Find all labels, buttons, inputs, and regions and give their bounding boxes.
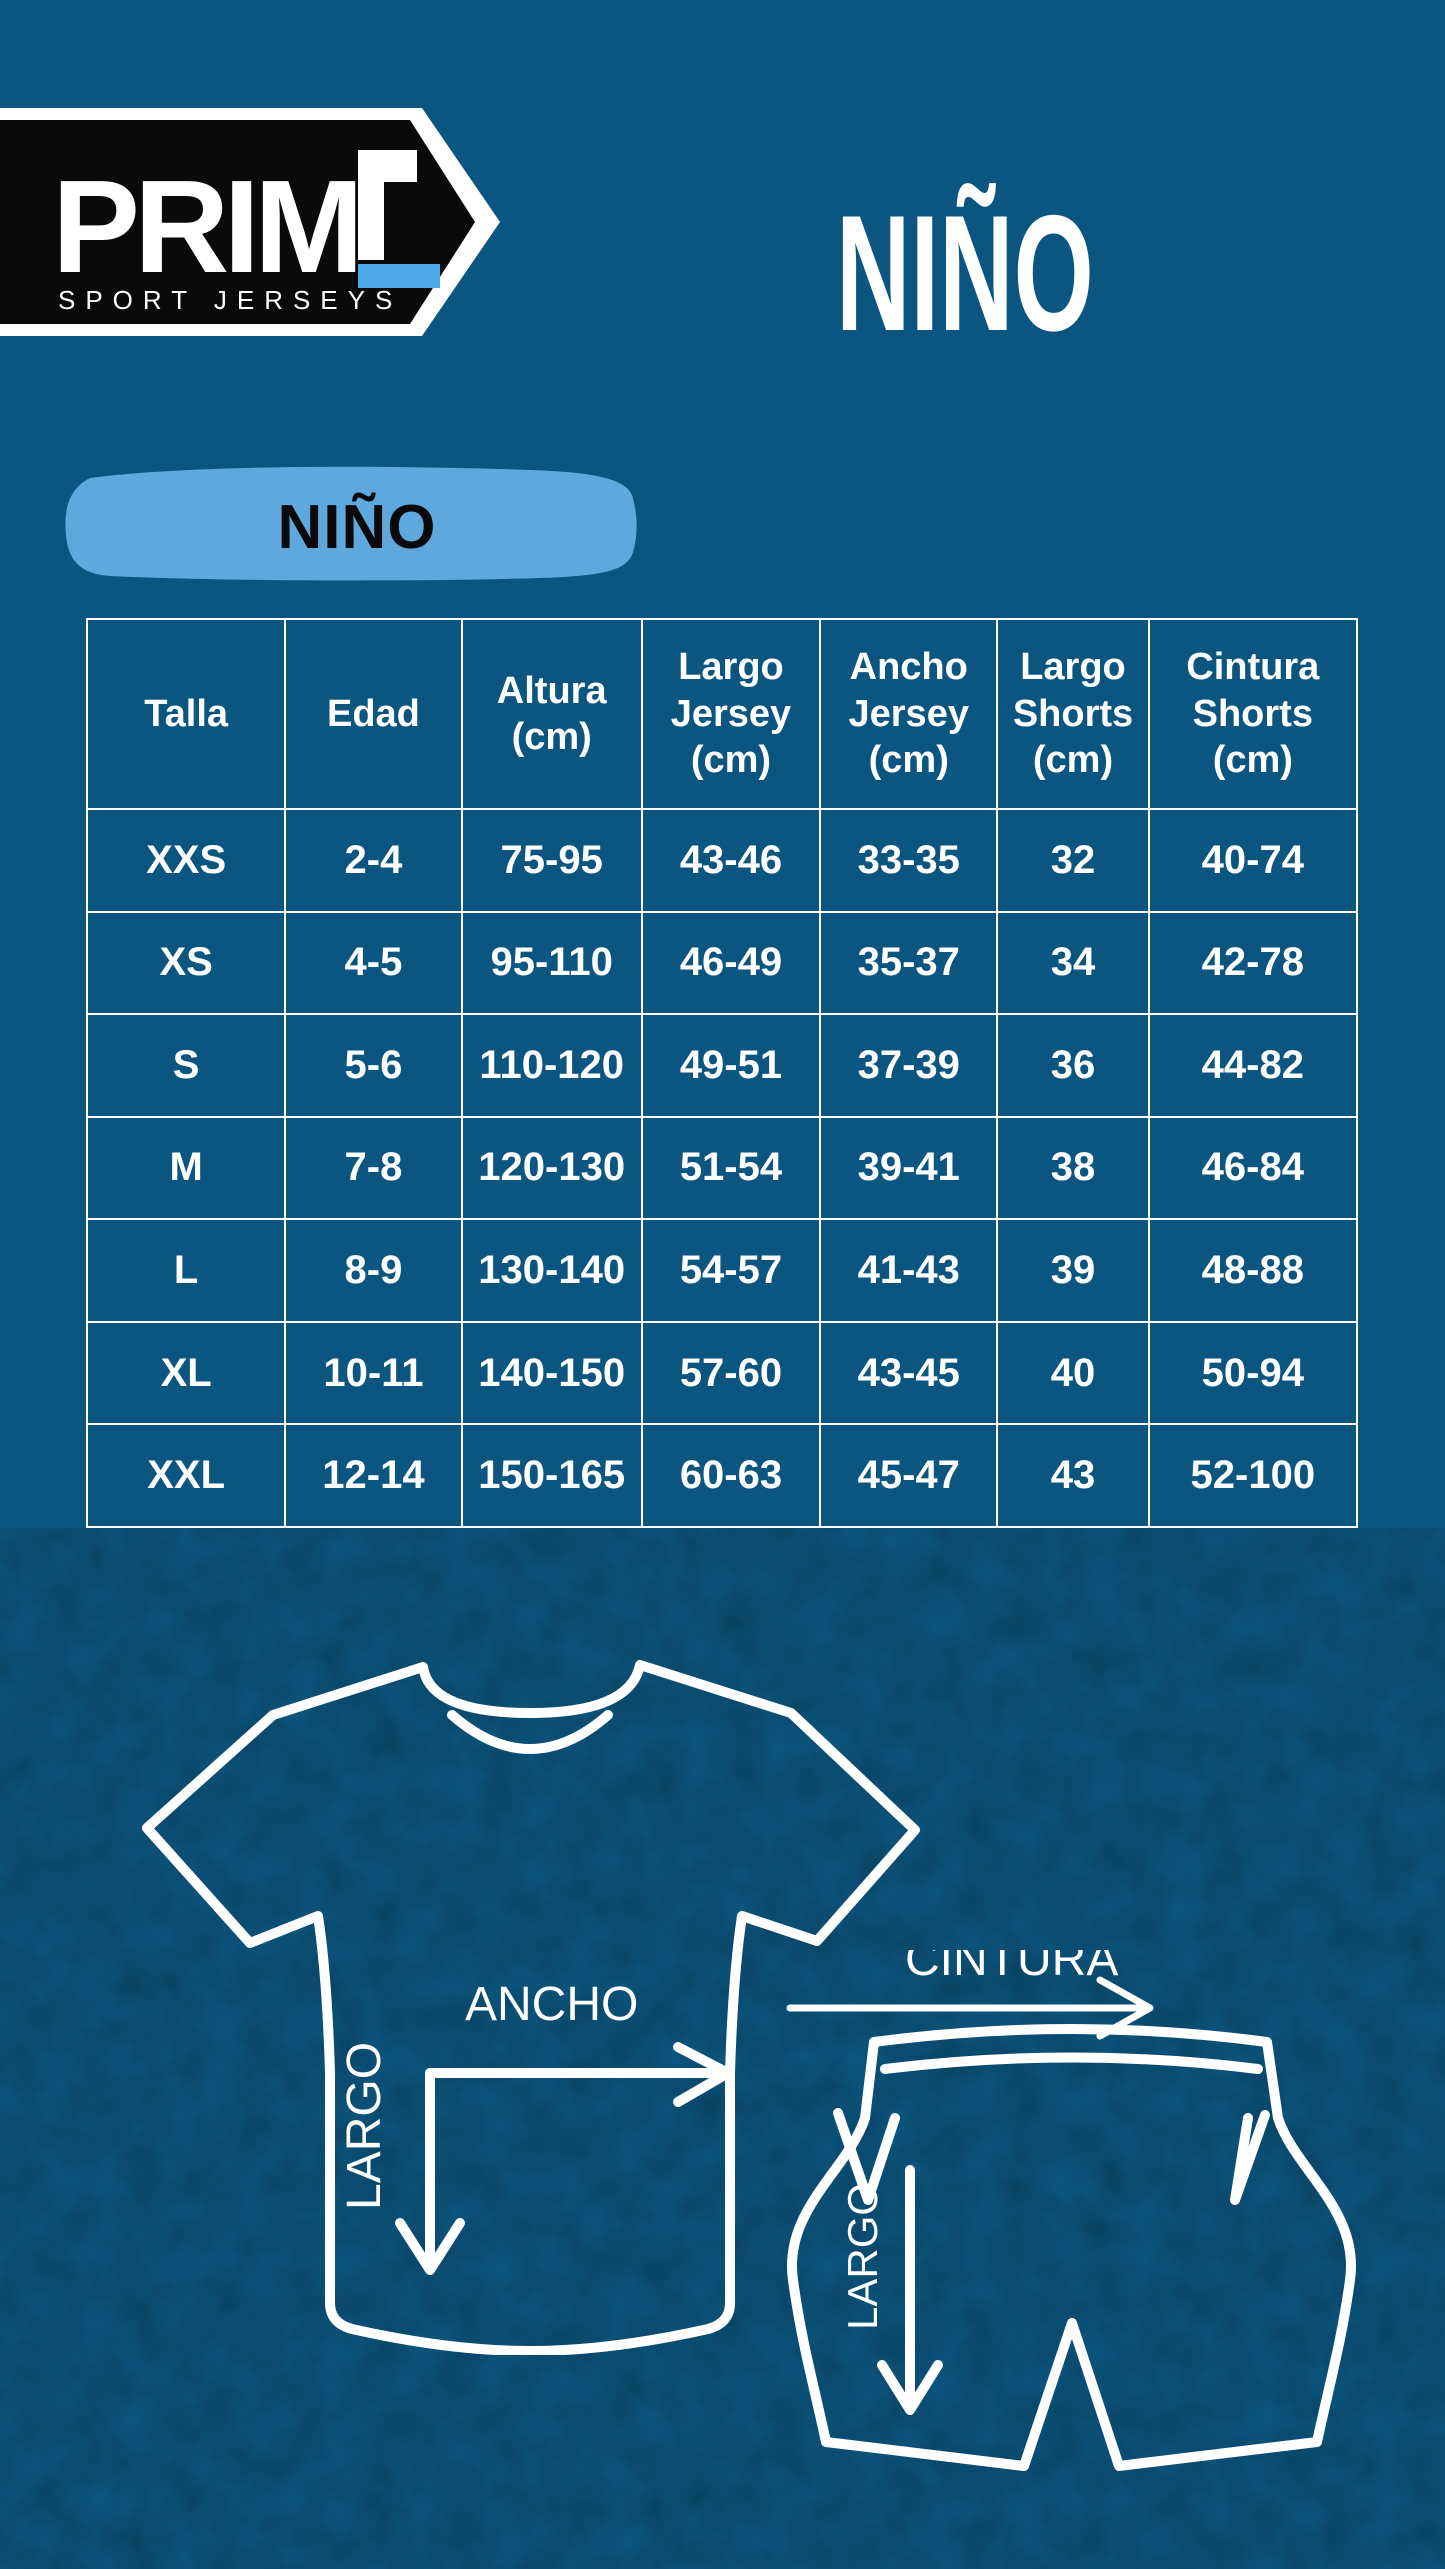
svg-text:LARGO: LARGO xyxy=(839,2183,886,2330)
svg-text:NIÑO: NIÑO xyxy=(278,493,437,562)
svg-text:CINTURA: CINTURA xyxy=(905,1950,1118,1986)
svg-text:SPORT JERSEYS: SPORT JERSEYS xyxy=(58,285,402,315)
svg-text:ANCHO: ANCHO xyxy=(465,1978,638,2031)
svg-text:LARGO: LARGO xyxy=(338,2042,391,2210)
svg-text:PRIM: PRIM xyxy=(52,153,358,300)
